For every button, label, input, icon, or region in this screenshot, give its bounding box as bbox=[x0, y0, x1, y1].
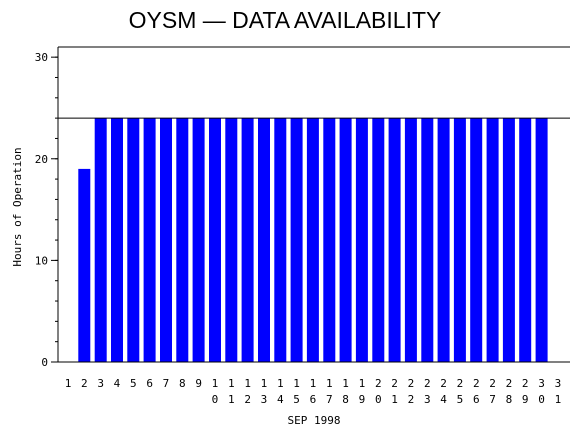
x-tick-label: 3 bbox=[97, 377, 104, 390]
bar-day-20 bbox=[372, 118, 385, 362]
bar-day-12 bbox=[241, 118, 254, 362]
bar-day-11 bbox=[225, 118, 238, 362]
x-tick-label: 7 bbox=[163, 377, 170, 390]
bar-day-28 bbox=[502, 118, 515, 362]
y-axis: 0 10 20 30 bbox=[35, 46, 570, 369]
y-axis-label: Hours of Operation bbox=[11, 147, 24, 266]
bar-day-3 bbox=[94, 118, 107, 362]
bar-day-5 bbox=[127, 118, 140, 362]
bar-day-8 bbox=[176, 118, 189, 362]
y-tick-label: 10 bbox=[35, 254, 48, 267]
bar-day-18 bbox=[339, 118, 352, 362]
bars-group bbox=[78, 118, 548, 362]
chart-title: OYSM — DATA AVAILABILITY bbox=[129, 7, 442, 33]
bar-day-24 bbox=[437, 118, 450, 362]
bar-day-14 bbox=[274, 118, 287, 362]
bar-day-26 bbox=[470, 118, 483, 362]
x-tick-label: 4 bbox=[114, 377, 121, 390]
bar-day-2 bbox=[78, 168, 91, 362]
bar-day-9 bbox=[192, 118, 205, 362]
x-tick-label: 8 bbox=[179, 377, 186, 390]
x-axis-label: SEP 1998 bbox=[288, 414, 341, 427]
x-tick-label: 9 bbox=[195, 377, 202, 390]
x-axis: 1 2 3 4 5 6 7 8 9 1 01 11 21 31 41 51 61 71 81 92 02 12 22 32 42… bbox=[58, 361, 570, 406]
x-tick-label: 1 bbox=[65, 377, 72, 390]
bar-day-25 bbox=[453, 118, 466, 362]
x-tick-label: 5 bbox=[130, 377, 137, 390]
bar-day-17 bbox=[323, 118, 336, 362]
bar-day-4 bbox=[111, 118, 123, 362]
bar-day-10 bbox=[209, 118, 221, 362]
bar-day-6 bbox=[143, 118, 156, 362]
bar-day-30 bbox=[535, 118, 548, 362]
bar-day-7 bbox=[160, 118, 172, 362]
x-tick-label: 6 bbox=[146, 377, 153, 390]
y-tick-label: 0 bbox=[41, 356, 48, 369]
x-tick-label: 2 bbox=[81, 377, 88, 390]
y-tick-label: 20 bbox=[35, 153, 48, 166]
bar-day-27 bbox=[486, 118, 499, 362]
bar-day-21 bbox=[388, 118, 401, 362]
bar-day-13 bbox=[258, 118, 270, 362]
y-tick-label: 30 bbox=[35, 51, 48, 64]
bar-day-19 bbox=[355, 118, 368, 362]
bar-day-15 bbox=[290, 118, 303, 362]
bar-day-23 bbox=[421, 118, 434, 362]
bar-day-22 bbox=[404, 118, 417, 362]
bar-day-29 bbox=[519, 118, 532, 362]
bar-day-16 bbox=[306, 118, 319, 362]
